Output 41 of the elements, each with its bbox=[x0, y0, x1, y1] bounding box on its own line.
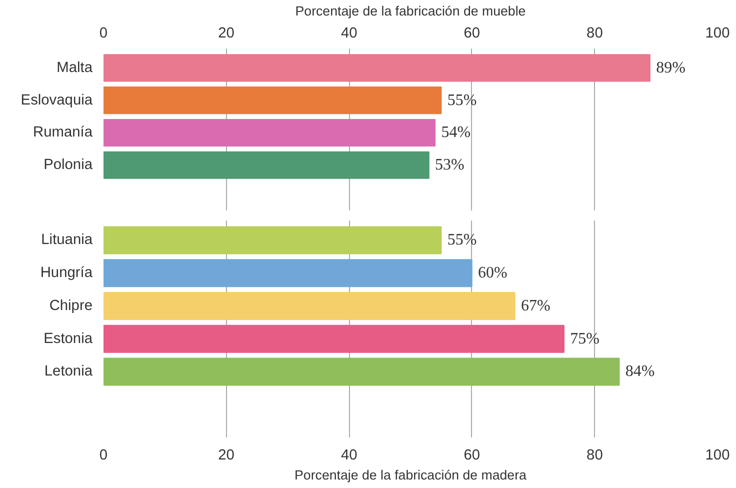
data-label: 60% bbox=[478, 264, 508, 282]
x-tick-label: 100 bbox=[705, 26, 730, 42]
y-tick-label: Polonia bbox=[44, 157, 94, 174]
x-tick-label: 40 bbox=[340, 26, 358, 42]
data-label: 89% bbox=[656, 59, 686, 76]
data-label: 67% bbox=[521, 297, 550, 314]
y-tick-label: Chipre bbox=[49, 298, 93, 314]
bar bbox=[104, 54, 650, 82]
x-tick-label: 100 bbox=[705, 448, 730, 464]
x-tick-label: 40 bbox=[340, 448, 358, 464]
x-tick-label: 60 bbox=[464, 26, 480, 42]
x-axis-title: Porcentaje de la fabricación de mueble bbox=[295, 4, 526, 18]
data-label: 55% bbox=[447, 232, 477, 249]
y-tick-label: Rumanía bbox=[33, 124, 94, 141]
y-tick-label: Estonia bbox=[44, 330, 94, 347]
bar bbox=[104, 118, 436, 147]
bar bbox=[104, 151, 430, 179]
data-label: 55% bbox=[447, 92, 477, 109]
data-label: 75% bbox=[570, 330, 600, 348]
y-tick-label: Malta bbox=[56, 60, 94, 76]
x-tick-label: 20 bbox=[218, 448, 234, 464]
bar bbox=[104, 358, 620, 386]
bar bbox=[104, 86, 442, 114]
x-tick-label: 0 bbox=[99, 448, 108, 464]
data-label: 53% bbox=[435, 156, 464, 174]
bar bbox=[104, 324, 564, 353]
x-tick-label: 80 bbox=[586, 26, 603, 42]
y-tick-label: Letonia bbox=[44, 364, 94, 380]
x-tick-label: 60 bbox=[464, 448, 480, 464]
bar bbox=[104, 226, 442, 254]
x-tick-label: 20 bbox=[218, 26, 234, 42]
data-label: 54% bbox=[441, 124, 471, 142]
y-tick-label: Hungría bbox=[40, 265, 94, 282]
data-label: 84% bbox=[625, 363, 655, 380]
x-axis-title: Porcentaje de la fabricación de madera bbox=[294, 468, 528, 482]
bar bbox=[104, 292, 516, 320]
y-tick-label: Eslovaquia bbox=[20, 92, 94, 108]
y-tick-label: Lituania bbox=[41, 232, 94, 248]
x-tick-label: 80 bbox=[586, 448, 603, 464]
bar bbox=[104, 259, 472, 288]
x-tick-label: 0 bbox=[99, 26, 108, 42]
